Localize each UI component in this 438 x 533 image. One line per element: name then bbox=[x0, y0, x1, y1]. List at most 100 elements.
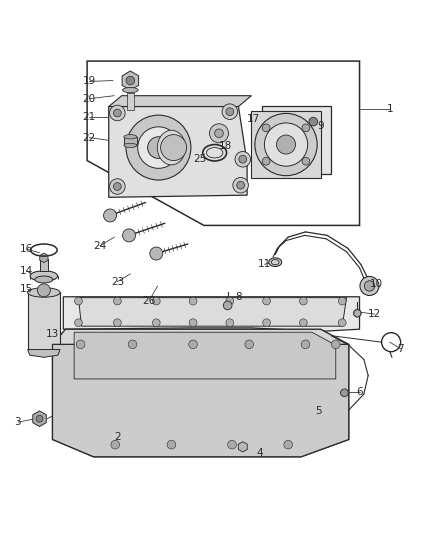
Ellipse shape bbox=[269, 258, 282, 266]
Polygon shape bbox=[40, 253, 48, 263]
Circle shape bbox=[226, 319, 234, 327]
Circle shape bbox=[161, 135, 187, 160]
Polygon shape bbox=[78, 297, 346, 326]
Circle shape bbox=[209, 124, 229, 143]
Circle shape bbox=[245, 340, 254, 349]
Ellipse shape bbox=[124, 135, 137, 139]
Circle shape bbox=[189, 319, 197, 327]
Text: 11: 11 bbox=[258, 260, 271, 269]
Text: 17: 17 bbox=[247, 115, 260, 125]
Text: 12: 12 bbox=[368, 309, 381, 319]
Circle shape bbox=[228, 440, 236, 449]
Circle shape bbox=[233, 177, 248, 193]
Circle shape bbox=[113, 183, 121, 190]
Polygon shape bbox=[28, 350, 60, 357]
Text: 6: 6 bbox=[356, 387, 363, 397]
Text: 9: 9 bbox=[317, 121, 324, 131]
Circle shape bbox=[332, 340, 340, 349]
Ellipse shape bbox=[28, 288, 60, 297]
Circle shape bbox=[262, 124, 270, 132]
Circle shape bbox=[189, 340, 198, 349]
Text: 15: 15 bbox=[20, 284, 33, 294]
Bar bbox=[28, 293, 60, 351]
Circle shape bbox=[309, 117, 318, 126]
Text: 20: 20 bbox=[83, 94, 96, 104]
Circle shape bbox=[263, 297, 270, 305]
Polygon shape bbox=[251, 111, 321, 178]
Text: 5: 5 bbox=[315, 406, 322, 416]
Circle shape bbox=[255, 114, 317, 176]
Text: 1: 1 bbox=[386, 103, 393, 114]
Circle shape bbox=[338, 297, 346, 305]
Circle shape bbox=[74, 319, 82, 327]
Ellipse shape bbox=[123, 87, 138, 93]
Polygon shape bbox=[122, 71, 138, 90]
Ellipse shape bbox=[124, 143, 137, 148]
Text: 13: 13 bbox=[46, 328, 59, 338]
Polygon shape bbox=[262, 107, 332, 174]
Circle shape bbox=[138, 127, 179, 168]
Text: 22: 22 bbox=[83, 133, 96, 143]
Bar bbox=[124, 137, 137, 146]
Circle shape bbox=[128, 340, 137, 349]
Circle shape bbox=[152, 297, 160, 305]
Text: 8: 8 bbox=[235, 292, 242, 302]
Ellipse shape bbox=[157, 130, 185, 165]
Polygon shape bbox=[64, 297, 360, 332]
Text: 19: 19 bbox=[83, 76, 96, 86]
Polygon shape bbox=[53, 329, 349, 457]
Circle shape bbox=[113, 297, 121, 305]
Circle shape bbox=[353, 309, 361, 317]
Circle shape bbox=[189, 297, 197, 305]
Circle shape bbox=[239, 155, 247, 163]
Circle shape bbox=[76, 340, 85, 349]
Circle shape bbox=[110, 179, 125, 195]
Circle shape bbox=[338, 319, 346, 327]
Circle shape bbox=[237, 181, 244, 189]
Circle shape bbox=[223, 301, 232, 310]
Text: 4: 4 bbox=[257, 448, 263, 458]
Circle shape bbox=[226, 108, 234, 116]
Text: 14: 14 bbox=[20, 266, 33, 276]
Ellipse shape bbox=[30, 271, 58, 281]
Polygon shape bbox=[109, 96, 251, 107]
Circle shape bbox=[276, 135, 296, 154]
Text: 25: 25 bbox=[193, 154, 206, 164]
Polygon shape bbox=[74, 332, 336, 379]
Text: 21: 21 bbox=[83, 112, 96, 122]
Text: 3: 3 bbox=[14, 417, 21, 427]
Circle shape bbox=[74, 297, 82, 305]
Text: 10: 10 bbox=[370, 279, 383, 289]
Circle shape bbox=[300, 319, 307, 327]
Circle shape bbox=[302, 157, 310, 165]
Circle shape bbox=[364, 281, 374, 291]
Circle shape bbox=[150, 247, 163, 260]
Circle shape bbox=[103, 209, 117, 222]
Circle shape bbox=[113, 319, 121, 327]
Circle shape bbox=[302, 124, 310, 132]
Circle shape bbox=[126, 76, 134, 85]
Circle shape bbox=[360, 277, 379, 295]
Circle shape bbox=[301, 340, 310, 349]
Circle shape bbox=[222, 104, 237, 119]
Polygon shape bbox=[238, 442, 247, 452]
Circle shape bbox=[110, 105, 125, 121]
Circle shape bbox=[340, 389, 348, 397]
Text: 18: 18 bbox=[219, 141, 232, 151]
Circle shape bbox=[111, 440, 120, 449]
Circle shape bbox=[263, 319, 270, 327]
Circle shape bbox=[235, 151, 251, 167]
Circle shape bbox=[126, 115, 191, 180]
Text: 23: 23 bbox=[111, 277, 124, 287]
Text: 26: 26 bbox=[142, 296, 155, 306]
Circle shape bbox=[226, 297, 234, 305]
Bar bbox=[40, 259, 48, 271]
Circle shape bbox=[37, 284, 50, 297]
Text: 24: 24 bbox=[93, 241, 107, 251]
Text: 2: 2 bbox=[114, 432, 121, 442]
Bar bbox=[127, 93, 134, 110]
Circle shape bbox=[215, 129, 223, 138]
Polygon shape bbox=[33, 411, 46, 426]
Text: 7: 7 bbox=[397, 344, 404, 354]
Polygon shape bbox=[354, 309, 361, 317]
